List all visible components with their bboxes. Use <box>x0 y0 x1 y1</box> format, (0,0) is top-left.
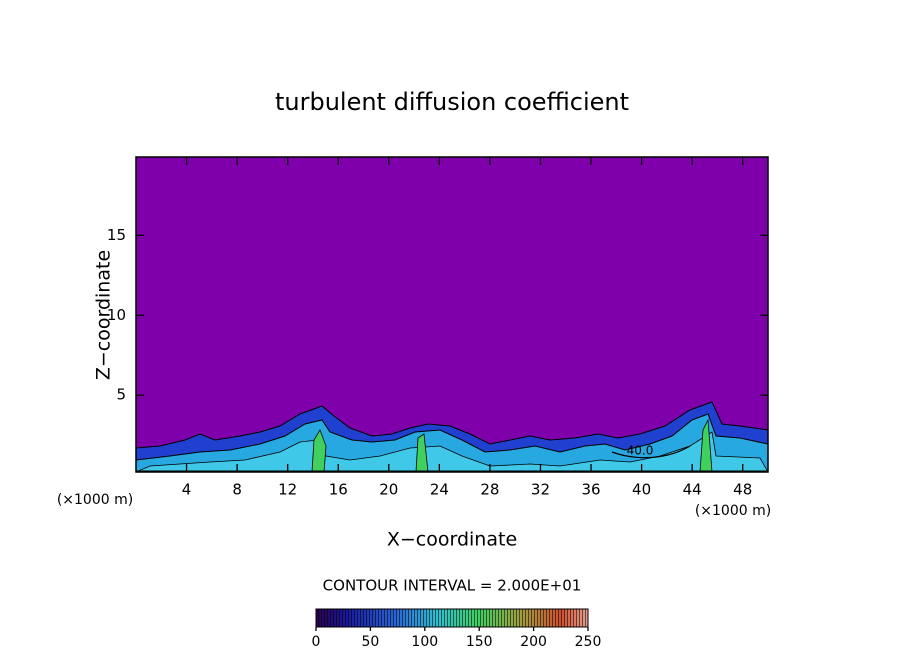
x-tick-label: 40 <box>632 481 651 499</box>
colorbar-tick-label: 200 <box>520 634 547 650</box>
colorbar-tick-label: 50 <box>361 634 379 650</box>
x-tick-label: 44 <box>683 481 702 499</box>
contour-interval: CONTOUR INTERVAL = 2.000E+01 <box>323 577 582 595</box>
x-tick-label: 24 <box>430 481 449 499</box>
x-tick-label: 16 <box>329 481 348 499</box>
x-tick-label: 20 <box>379 481 398 499</box>
contour-label: 40.0 <box>627 444 654 458</box>
colorbar-tick-label: 150 <box>466 634 493 650</box>
colorbar-tick-label: 100 <box>411 634 438 650</box>
colorbar-frame <box>315 608 589 628</box>
chart-title: turbulent diffusion coefficient <box>275 88 629 116</box>
field-background <box>136 157 768 472</box>
colorbar-tick-label: 250 <box>575 634 602 650</box>
x-tick-label: 36 <box>581 481 600 499</box>
y-unit-label: (×1000 m) <box>57 492 133 508</box>
x-tick-label: 32 <box>531 481 550 499</box>
y-tick-label: 10 <box>107 306 126 324</box>
x-tick-label: 28 <box>480 481 499 499</box>
turbulent-layer <box>136 401 768 472</box>
x-tick-label: 12 <box>278 481 297 499</box>
x-tick-label: 8 <box>232 481 242 499</box>
y-tick-label: 15 <box>107 226 126 244</box>
x-axis-label: X−coordinate <box>387 529 517 551</box>
colorbar-stripes <box>316 609 588 627</box>
x-tick-label: 4 <box>182 481 192 499</box>
y-axis-label: Z−coordinate <box>93 250 115 380</box>
y-tick-label: 5 <box>116 386 126 404</box>
x-tick-label: 48 <box>733 481 752 499</box>
x-unit-label: (×1000 m) <box>695 503 771 519</box>
plot-frame <box>135 156 769 473</box>
colorbar-tick-label: 0 <box>312 634 321 650</box>
